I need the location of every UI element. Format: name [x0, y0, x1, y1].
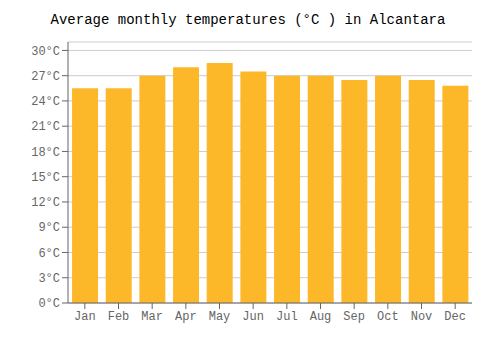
html-text:Average monthly temperatures (: Average monthly temperatures (°C ) in Al…: [50, 12, 446, 28]
svg-text:Jan: Jan: [74, 310, 96, 324]
svg-text:Oct: Oct: [377, 310, 399, 324]
svg-text:21°C: 21°C: [31, 120, 60, 134]
svg-text:Feb: Feb: [108, 310, 130, 324]
svg-text:Aug: Aug: [310, 310, 332, 324]
svg-text:18°C: 18°C: [31, 146, 60, 160]
svg-text:Jun: Jun: [242, 310, 264, 324]
svg-text:9°C: 9°C: [38, 221, 60, 235]
svg-text:15°C: 15°C: [31, 171, 60, 185]
svg-text:Sep: Sep: [343, 310, 365, 324]
svg-text:Jul: Jul: [276, 310, 298, 324]
svg-text:Nov: Nov: [411, 310, 433, 324]
svg-text:Mar: Mar: [141, 310, 163, 324]
svg-text:Apr: Apr: [175, 310, 197, 324]
svg-text:6°C: 6°C: [38, 247, 60, 261]
svg-text:0°C: 0°C: [38, 297, 60, 311]
svg-text:12°C: 12°C: [31, 196, 60, 210]
svg-text:3°C: 3°C: [38, 272, 60, 286]
svg-text:30°C: 30°C: [31, 45, 60, 59]
svg-text:24°C: 24°C: [31, 95, 60, 109]
svg-text:May: May: [209, 310, 231, 324]
svg-text:Dec: Dec: [444, 310, 466, 324]
svg-text:27°C: 27°C: [31, 70, 60, 84]
